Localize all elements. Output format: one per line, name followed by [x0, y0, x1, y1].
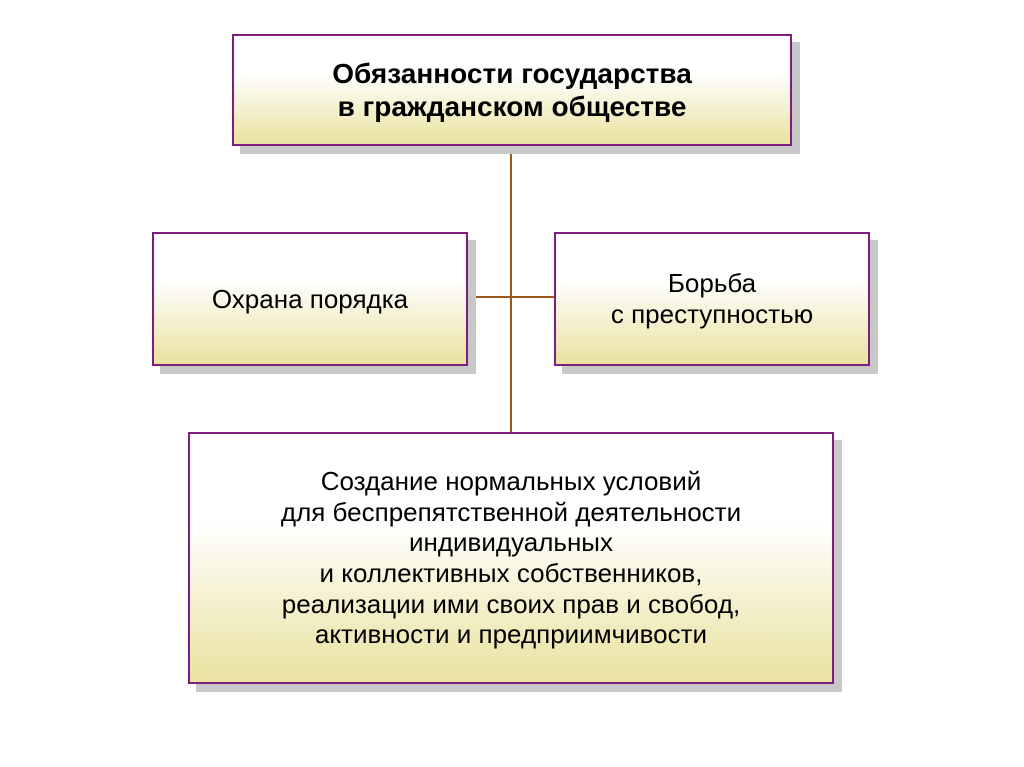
node-root: Обязанности государства в гражданском об… — [232, 34, 792, 146]
node-root-face: Обязанности государства в гражданском об… — [232, 34, 792, 146]
node-right-face: Борьба с преступностью — [554, 232, 870, 366]
node-left-line1: Охрана порядка — [212, 284, 408, 315]
node-root-line2: в гражданском обществе — [338, 90, 687, 123]
node-bottom-face: Создание нормальных условий для беспрепя… — [188, 432, 834, 684]
node-bottom-line3: индивидуальных — [409, 527, 613, 558]
connector-mid-horizontal — [468, 296, 554, 298]
node-bottom: Создание нормальных условий для беспрепя… — [188, 432, 834, 684]
node-right-line1: Борьба — [668, 268, 756, 299]
node-bottom-line2: для беспрепятственной деятельности — [281, 497, 741, 528]
connector-root-vertical — [510, 146, 512, 432]
node-bottom-line5: реализации ими своих прав и свобод, — [282, 589, 740, 620]
node-right: Борьба с преступностью — [554, 232, 870, 366]
node-root-line1: Обязанности государства — [332, 57, 692, 90]
diagram-canvas: Обязанности государства в гражданском об… — [0, 0, 1024, 767]
node-bottom-line1: Создание нормальных условий — [321, 466, 702, 497]
node-bottom-line6: активности и предприимчивости — [315, 619, 707, 650]
node-left: Охрана порядка — [152, 232, 468, 366]
node-bottom-line4: и коллективных собственников, — [320, 558, 703, 589]
node-right-line2: с преступностью — [611, 299, 813, 330]
node-left-face: Охрана порядка — [152, 232, 468, 366]
